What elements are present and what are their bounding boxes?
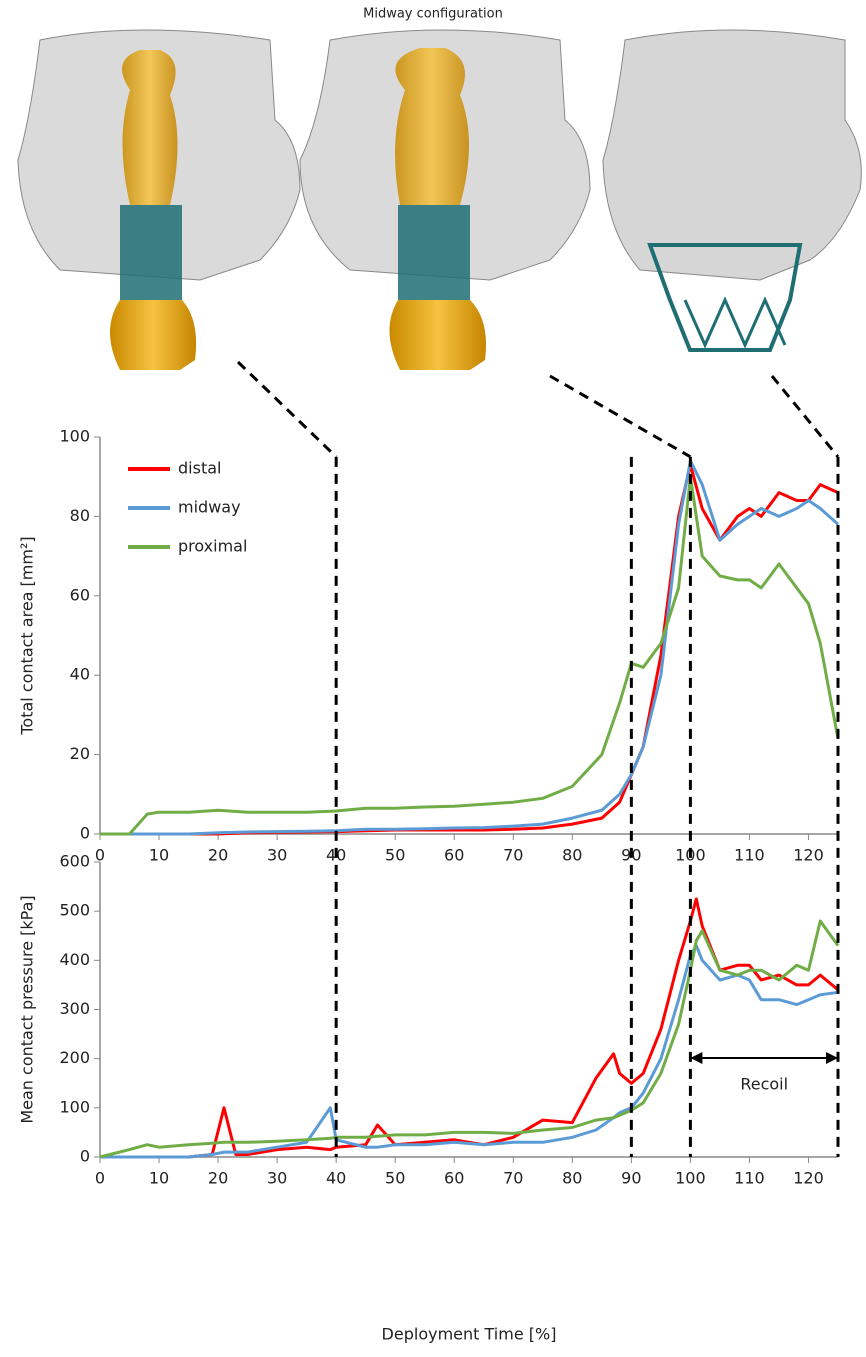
y-tick-label: 0 [80,824,90,843]
series-line [100,475,840,836]
series-line [100,897,839,1159]
x-tick-label: 80 [562,846,582,865]
y-tick-label: 40 [70,665,90,684]
y-tick-label: 60 [70,585,90,604]
y-tick-label: 600 [59,852,90,871]
y-tick-label: 400 [59,950,90,969]
x-tick-label: 70 [503,846,523,865]
connector [770,375,840,458]
x-tick-label: 60 [444,846,464,865]
x-tick-label: 0 [95,1169,105,1188]
x-tick-label: 10 [149,1169,169,1188]
legend-label: distal [178,459,221,478]
x-tick-label: 10 [149,846,169,865]
y-axis-label: Mean contact pressure [kPa] [18,895,37,1123]
connector [549,374,692,459]
series-line [100,944,839,1159]
x-tick-label: 120 [793,846,824,865]
x-tick-label: 80 [562,1169,582,1188]
x-tick-label: 100 [675,1169,706,1188]
x-tick-label: 110 [734,846,765,865]
x-tick-label: 50 [385,846,405,865]
x-tick-label: 90 [621,1169,641,1188]
y-tick-label: 300 [59,999,90,1018]
y-tick-label: 100 [59,427,90,446]
connector-lines [236,360,840,459]
y-axis-label: Total contact area [mm²] [18,536,37,735]
image-panel [299,29,591,370]
image-panel [17,29,301,370]
connector [236,360,338,458]
series-line [100,463,839,836]
y-tick-label: 80 [70,506,90,525]
x-tick-label: 20 [208,846,228,865]
x-tick-label: 30 [267,846,287,865]
y-tick-label: 200 [59,1048,90,1067]
y-tick-label: 100 [59,1097,90,1116]
legend-label: proximal [178,537,247,556]
x-tick-label: 110 [734,1169,765,1188]
x-tick-label: 30 [267,1169,287,1188]
x-tick-label: 120 [793,1169,824,1188]
x-tick-label: 40 [326,1169,346,1188]
annotation-label: Recoil [740,1075,788,1094]
legend-label: midway [178,498,241,517]
x-tick-label: 0 [95,846,105,865]
x-tick-label: 60 [444,1169,464,1188]
image-panel [602,29,862,352]
series-line [100,459,839,836]
x-axis-label: Deployment Time [%] [382,1325,557,1344]
y-tick-label: 0 [80,1147,90,1166]
y-tick-label: 20 [70,744,90,763]
x-tick-label: 50 [385,1169,405,1188]
series-line [99,919,840,1159]
figure-title: Midway configuration [363,7,503,22]
x-tick-label: 70 [503,1169,523,1188]
x-tick-label: 20 [208,1169,228,1188]
y-tick-label: 500 [59,901,90,920]
